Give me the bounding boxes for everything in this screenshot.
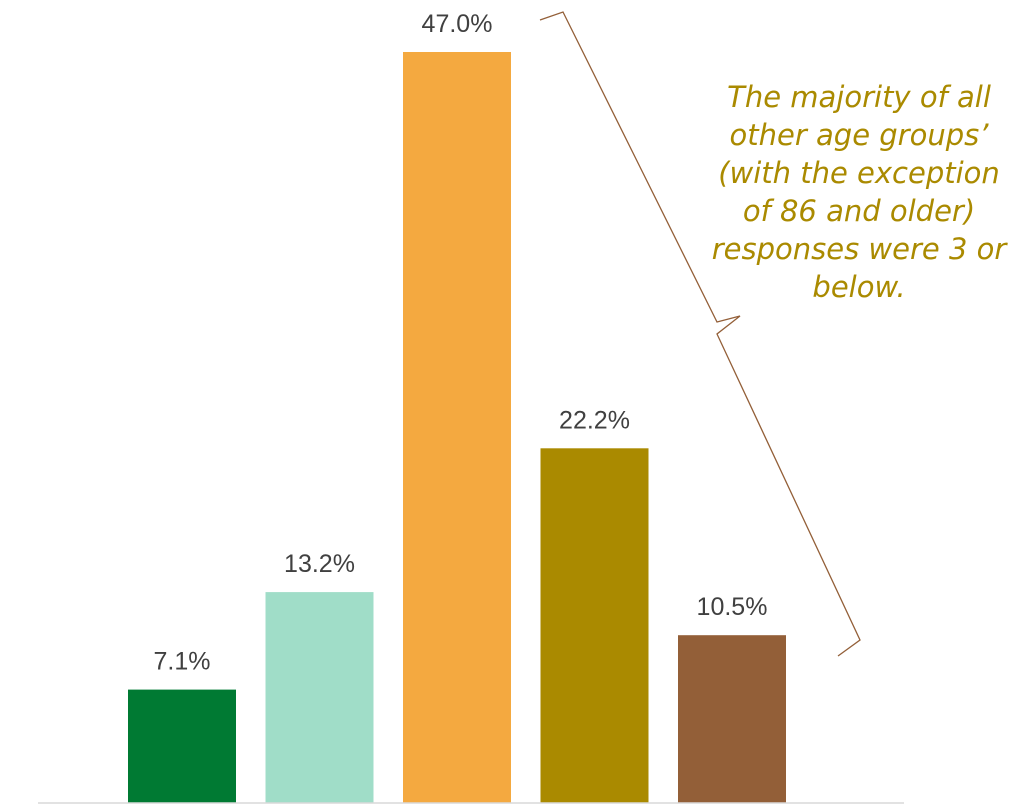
value-label-2: 13.2% <box>284 550 355 578</box>
bar-3 <box>403 52 511 803</box>
value-label-3: 47.0% <box>422 10 493 38</box>
bar-1 <box>128 689 236 803</box>
bars-layer <box>128 52 786 803</box>
brace-shape <box>539 11 861 657</box>
bar-4 <box>540 448 649 803</box>
value-label-1: 7.1% <box>154 648 211 676</box>
value-label-5: 10.5% <box>697 593 768 621</box>
value-label-4: 22.2% <box>559 406 630 434</box>
bar-2 <box>265 592 374 803</box>
bar-5 <box>678 635 786 803</box>
annotation-text: The majority of all other age groups’ (w… <box>711 80 1007 304</box>
value-labels-layer: 7.1% 13.2% 47.0% 22.2% 10.5% <box>154 10 768 676</box>
